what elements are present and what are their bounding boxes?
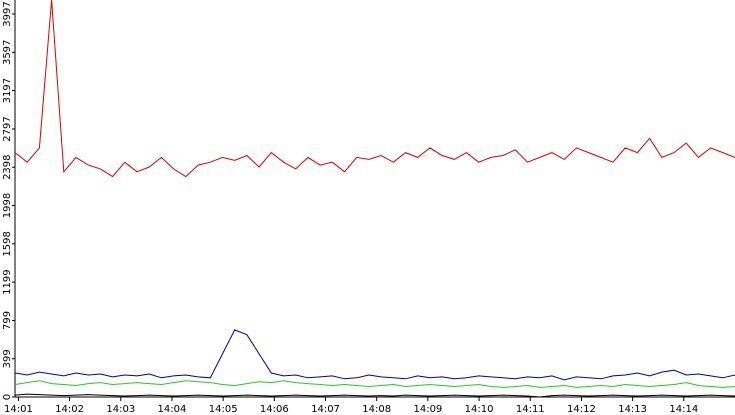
y-tick-label: 2398 xyxy=(2,154,13,179)
x-tick-label: 14:08 xyxy=(362,404,391,415)
x-tick-label: 14:03 xyxy=(106,404,135,415)
x-tick-label: 14:14 xyxy=(669,404,698,415)
x-tick-label: 14:01 xyxy=(4,404,33,415)
y-tick-label: 2797 xyxy=(2,116,13,141)
x-tick-label: 14:02 xyxy=(55,404,84,415)
series-line xyxy=(14,0,735,178)
y-tick-label: 799 xyxy=(2,311,13,330)
x-tick-label: 14:10 xyxy=(465,404,494,415)
y-tick-label: 1998 xyxy=(2,193,13,218)
x-tick-label: 14:09 xyxy=(413,404,442,415)
x-tick-label: 14:11 xyxy=(516,404,545,415)
x-tick-label: 14:05 xyxy=(209,404,238,415)
y-tick-label: 399 xyxy=(2,349,13,368)
y-tick-label: 1199 xyxy=(2,269,13,294)
y-tick-label: 1598 xyxy=(2,231,13,256)
series-line xyxy=(14,393,735,398)
y-tick-label: 3997 xyxy=(2,1,13,26)
x-tick-label: 14:06 xyxy=(260,404,289,415)
x-tick-label: 14:04 xyxy=(158,404,187,415)
series-line xyxy=(14,329,735,381)
x-tick-label: 14:13 xyxy=(618,404,647,415)
x-tick-label: 14:12 xyxy=(567,404,596,415)
x-tick-label: 14:07 xyxy=(311,404,340,415)
series-line xyxy=(14,380,735,388)
y-tick-label: 3197 xyxy=(2,78,13,103)
y-tick-label: 0 xyxy=(2,394,13,400)
y-tick-label: 3597 xyxy=(2,40,13,65)
